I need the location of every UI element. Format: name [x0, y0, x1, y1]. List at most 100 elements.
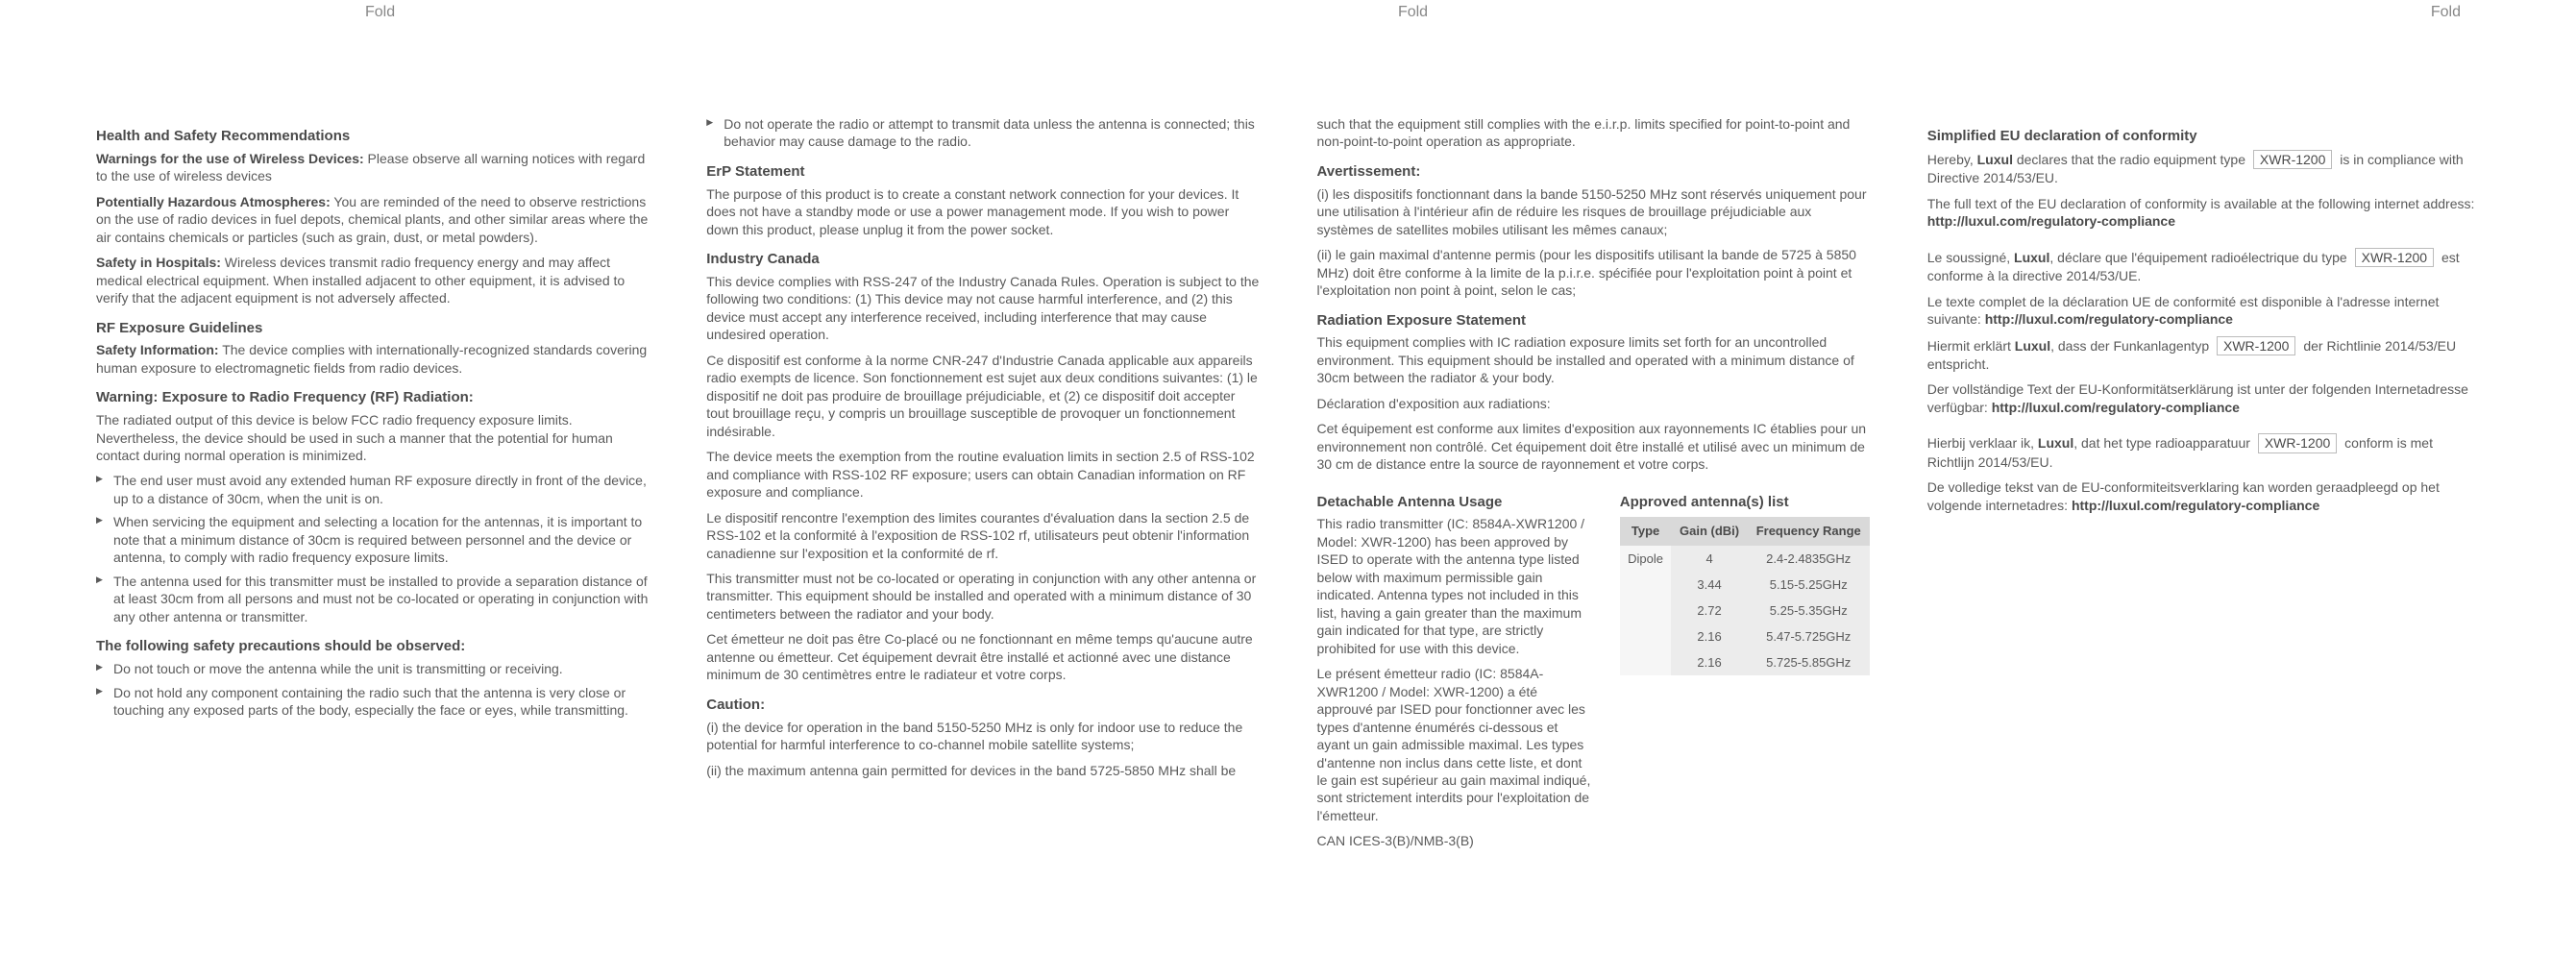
caution-text-2: (ii) the maximum antenna gain permitted …	[706, 762, 1259, 779]
brand: Luxul	[2014, 250, 2049, 265]
precaution-item: Do not touch or move the antenna while t…	[96, 660, 649, 677]
txt: Hiermit erklärt	[1927, 338, 2015, 354]
ic-heading: Industry Canada	[706, 250, 1259, 269]
rf-heading: RF Exposure Guidelines	[96, 319, 649, 338]
col3-top: such that the equipment still complies w…	[1317, 115, 1870, 151]
col2-top-item: Do not operate the radio or attempt to t…	[706, 115, 1259, 151]
compliance-link[interactable]: http://luxul.com/regulatory-compliance	[2072, 498, 2319, 513]
rad-text-1: This equipment complies with IC radiatio…	[1317, 333, 1870, 386]
cell-freq: 5.25-5.35GHz	[1748, 598, 1870, 624]
ic-text-1: This device complies with RSS-247 of the…	[706, 273, 1259, 344]
wireless-warning: Warnings for the use of Wireless Devices…	[96, 150, 649, 185]
page: Fold Fold Fold Health and Safety Recomme…	[0, 0, 2576, 954]
th-freq: Frequency Range	[1748, 517, 1870, 545]
txt: , déclare que l'équipement radioélectriq…	[2049, 250, 2350, 265]
warning-heading: Warning: Exposure to Radio Frequency (RF…	[96, 388, 649, 407]
ic-text-2: Ce dispositif est conforme à la norme CN…	[706, 352, 1259, 440]
antenna-text-col: Detachable Antenna Usage This radio tran…	[1317, 481, 1591, 858]
eu-fr-2: Le texte complet de la déclaration UE de…	[1927, 293, 2480, 329]
approved-heading: Approved antenna(s) list	[1620, 493, 1870, 512]
model-box: XWR-1200	[2253, 150, 2332, 169]
fold-labels: Fold Fold Fold	[0, 4, 2576, 21]
hazardous-text: Potentially Hazardous Atmospheres: You a…	[96, 193, 649, 246]
cell-gain: 3.44	[1671, 572, 1747, 598]
rf-list-item: The antenna used for this transmitter mu…	[96, 573, 649, 625]
eu-en-1: Hereby, Luxul declares that the radio eq…	[1927, 150, 2480, 187]
radiation-heading: Radiation Exposure Statement	[1317, 311, 1870, 330]
txt: declares that the radio equipment type	[2013, 152, 2249, 167]
brand: Luxul	[2038, 435, 2073, 451]
erp-text: The purpose of this product is to create…	[706, 185, 1259, 238]
fold-label-1: Fold	[365, 4, 395, 21]
precaution-item: Do not hold any component containing the…	[96, 684, 649, 720]
caution-heading: Caution:	[706, 696, 1259, 715]
table-row: Dipole 4 2.4-2.4835GHz	[1620, 546, 1870, 572]
rad-text-2: Déclaration d'exposition aux radiations:	[1317, 395, 1870, 412]
rf-list-item: The end user must avoid any extended hum…	[96, 472, 649, 507]
model-box: XWR-1200	[2355, 248, 2434, 267]
cell-type: Dipole	[1620, 546, 1672, 676]
brand: Luxul	[1977, 152, 2013, 167]
th-gain: Gain (dBi)	[1671, 517, 1747, 545]
cell-freq: 5.725-5.85GHz	[1748, 649, 1870, 675]
eu-heading: Simplified EU declaration of conformity	[1927, 127, 2480, 146]
detach-heading: Detachable Antenna Usage	[1317, 493, 1591, 512]
avert-text-1: (i) les dispositifs fonctionnant dans la…	[1317, 185, 1870, 238]
compliance-link[interactable]: http://luxul.com/regulatory-compliance	[1992, 400, 2240, 415]
ic-text-6: Cet émetteur ne doit pas être Co-placé o…	[706, 630, 1259, 683]
safety-lead: Safety Information:	[96, 342, 219, 357]
ic-text-3: The device meets the exemption from the …	[706, 448, 1259, 501]
column-2: Do not operate the radio or attempt to t…	[706, 115, 1259, 896]
health-heading: Health and Safety Recommendations	[96, 127, 649, 146]
antenna-row: Detachable Antenna Usage This radio tran…	[1317, 481, 1870, 858]
antenna-table: Type Gain (dBi) Frequency Range Dipole 4…	[1620, 517, 1870, 675]
txt: , dat het type radioapparatuur	[2073, 435, 2254, 451]
hazardous-lead: Potentially Hazardous Atmospheres:	[96, 194, 331, 209]
columns: Health and Safety Recommendations Warnin…	[96, 115, 2480, 896]
ic-text-5: This transmitter must not be co-located …	[706, 570, 1259, 623]
model-box: XWR-1200	[2258, 433, 2337, 453]
can-ices: CAN ICES-3(B)/NMB-3(B)	[1317, 832, 1591, 849]
eu-de-2: Der vollständige Text der EU-Konformität…	[1927, 380, 2480, 416]
detach-text-2: Le présent émetteur radio (IC: 8584A-XWR…	[1317, 665, 1591, 824]
brand: Luxul	[2015, 338, 2050, 354]
cell-gain: 2.16	[1671, 649, 1747, 675]
rf-list-item: When servicing the equipment and selecti…	[96, 513, 649, 566]
eu-nl-1: Hierbij verklaar ik, Luxul, dat het type…	[1927, 433, 2480, 471]
eu-nl-2: De volledige tekst van de EU-conformitei…	[1927, 478, 2480, 514]
precautions-list: Do not touch or move the antenna while t…	[96, 660, 649, 719]
eu-en-2: The full text of the EU declaration of c…	[1927, 195, 2480, 231]
precautions-heading: The following safety precautions should …	[96, 637, 649, 656]
compliance-link[interactable]: http://luxul.com/regulatory-compliance	[1985, 311, 2233, 327]
detach-text-1: This radio transmitter (IC: 8584A-XWR120…	[1317, 515, 1591, 657]
fold-label-3: Fold	[2431, 4, 2461, 21]
cell-freq: 5.15-5.25GHz	[1748, 572, 1870, 598]
txt: The full text of the EU declaration of c…	[1927, 196, 2475, 211]
column-1: Health and Safety Recommendations Warnin…	[96, 115, 649, 896]
eu-de-1: Hiermit erklärt Luxul, dass der Funkanla…	[1927, 336, 2480, 374]
hospitals-lead: Safety in Hospitals:	[96, 255, 221, 270]
cell-gain: 2.72	[1671, 598, 1747, 624]
cell-freq: 5.47-5.725GHz	[1748, 624, 1870, 649]
txt: , dass der Funkanlagentyp	[2050, 338, 2213, 354]
safety-info: Safety Information: The device complies …	[96, 341, 649, 377]
radiated-text: The radiated output of this device is be…	[96, 411, 649, 464]
avert-text-2: (ii) le gain maximal d'antenne permis (p…	[1317, 246, 1870, 299]
model-box: XWR-1200	[2217, 336, 2295, 355]
compliance-link[interactable]: http://luxul.com/regulatory-compliance	[1927, 213, 2175, 229]
wireless-warning-lead: Warnings for the use of Wireless Devices…	[96, 151, 364, 166]
cell-freq: 2.4-2.4835GHz	[1748, 546, 1870, 572]
txt: Le soussigné,	[1927, 250, 2014, 265]
cell-gain: 4	[1671, 546, 1747, 572]
antenna-table-col: Approved antenna(s) list Type Gain (dBi)…	[1620, 481, 1870, 858]
fold-label-2: Fold	[1398, 4, 1428, 21]
caution-text-1: (i) the device for operation in the band…	[706, 719, 1259, 754]
col2-top-list: Do not operate the radio or attempt to t…	[706, 115, 1259, 151]
txt: Hereby,	[1927, 152, 1977, 167]
hospitals-text: Safety in Hospitals: Wireless devices tr…	[96, 254, 649, 306]
avert-heading: Avertissement:	[1317, 162, 1870, 182]
column-3: such that the equipment still complies w…	[1317, 115, 1870, 896]
eu-fr-1: Le soussigné, Luxul, déclare que l'équip…	[1927, 248, 2480, 285]
txt: Hierbij verklaar ik,	[1927, 435, 2038, 451]
th-type: Type	[1620, 517, 1672, 545]
